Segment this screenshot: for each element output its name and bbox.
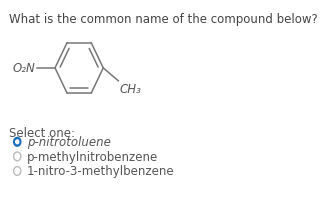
Text: p-methylnitrobenzene: p-methylnitrobenzene bbox=[27, 150, 158, 163]
Text: p-nitrotoluene: p-nitrotoluene bbox=[27, 136, 111, 149]
Circle shape bbox=[16, 140, 19, 144]
Text: CH₃: CH₃ bbox=[119, 82, 141, 95]
Circle shape bbox=[14, 138, 21, 146]
Text: What is the common name of the compound below?: What is the common name of the compound … bbox=[9, 12, 318, 25]
Text: 1-nitro-3-methylbenzene: 1-nitro-3-methylbenzene bbox=[27, 165, 175, 178]
Text: O₂N: O₂N bbox=[13, 62, 36, 75]
Text: Select one:: Select one: bbox=[9, 127, 75, 140]
